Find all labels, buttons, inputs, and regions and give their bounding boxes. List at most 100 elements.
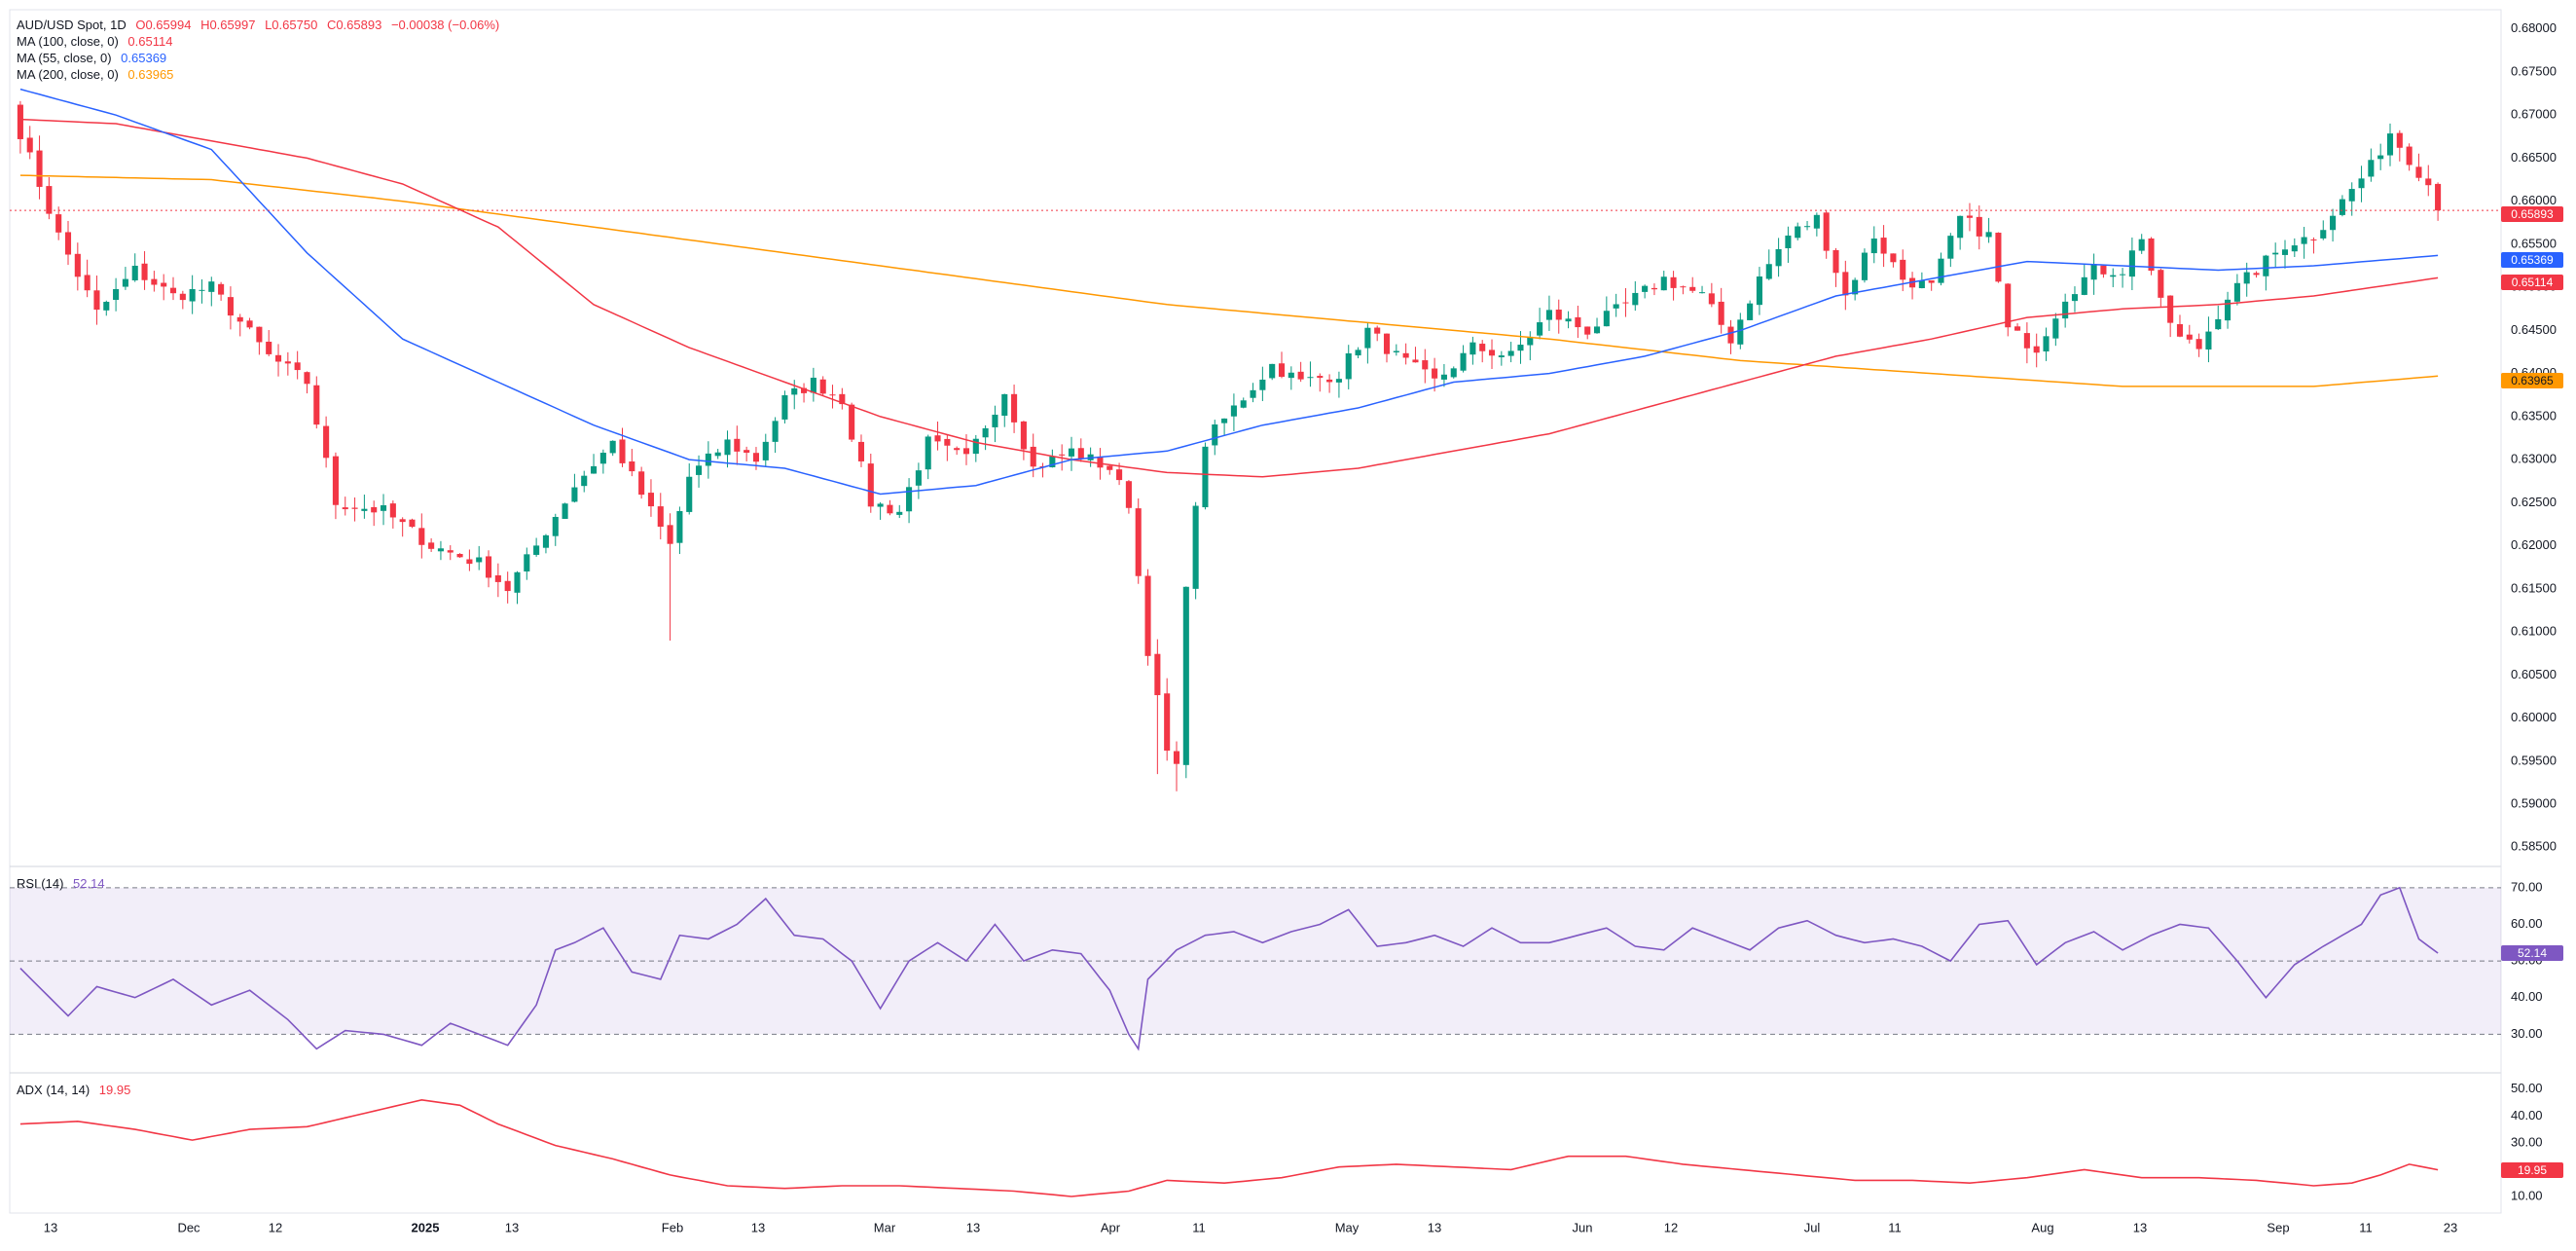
candle-body — [1995, 233, 2002, 282]
candle-body — [399, 519, 406, 523]
candle-body — [1269, 363, 1276, 379]
time-axis-tick-21: 23 — [2444, 1220, 2457, 1234]
candle-body — [1727, 326, 1734, 344]
candle-body — [781, 395, 788, 420]
candle-body — [64, 232, 72, 255]
candle-body — [791, 387, 798, 395]
candle-body — [915, 470, 922, 486]
candle-body — [2128, 250, 2135, 277]
candle-body — [772, 421, 779, 442]
candle-body — [1852, 279, 1859, 295]
time-axis-tick-2: 12 — [269, 1220, 282, 1234]
candle-body — [638, 471, 645, 496]
low-value: L0.65750 — [265, 18, 318, 32]
candle-body — [1317, 376, 1324, 379]
candle-body — [829, 394, 836, 396]
candle-body — [1632, 292, 1639, 306]
candle-body — [925, 436, 931, 470]
candle-body — [351, 507, 358, 509]
time-axis-tick-12: 13 — [1428, 1220, 1441, 1234]
adx-tag: 19.95 — [2501, 1162, 2563, 1178]
candle-body — [1507, 350, 1514, 356]
candle-body — [1020, 421, 1027, 450]
candle-body — [1460, 352, 1467, 371]
candle-body — [1240, 400, 1247, 408]
candle-body — [1364, 327, 1371, 349]
ma100-line — [19, 118, 2439, 478]
symbol-name: AUD/USD Spot, 1D — [17, 18, 127, 32]
candle-body — [944, 438, 951, 446]
candle-body — [1832, 249, 1839, 274]
candle-body — [1555, 310, 1562, 320]
candle-body — [1842, 272, 1849, 296]
rsi-legend[interactable]: RSI (14) 52.14 — [17, 875, 111, 892]
candle-body — [179, 293, 186, 301]
adx-legend[interactable]: ADX (14, 14) 19.95 — [17, 1082, 136, 1098]
candle-body — [1412, 359, 1419, 363]
candle-body — [1297, 371, 1304, 380]
candle-body — [2253, 273, 2260, 276]
price-axis-tick-1: 0.67500 — [2511, 63, 2557, 78]
candle-body — [17, 104, 23, 139]
price-axis-tick-7: 0.64500 — [2511, 322, 2557, 337]
adx-axis-tick-1: 40.00 — [2511, 1108, 2543, 1122]
candle-body — [1488, 350, 1496, 356]
ma100-legend[interactable]: MA (100, close, 0) 0.65114 — [17, 33, 178, 50]
candle-body — [1947, 236, 1954, 259]
candle-body — [323, 425, 330, 459]
candle-body — [1154, 653, 1161, 696]
candle-body — [227, 297, 234, 316]
candle-body — [2348, 189, 2355, 202]
ma200-legend[interactable]: MA (200, close, 0) 0.63965 — [17, 66, 179, 83]
ma200-legend-value: 0.63965 — [127, 67, 174, 82]
candle-body — [581, 475, 588, 487]
candle-body — [141, 263, 148, 280]
candle-body — [1747, 303, 1754, 320]
time-axis-tick-0: 13 — [44, 1220, 57, 1234]
candle-body — [609, 440, 616, 454]
candle-body — [542, 534, 549, 548]
candle-body — [1469, 342, 1476, 355]
price-axis-tick-12: 0.62000 — [2511, 537, 2557, 552]
ma55-legend[interactable]: MA (55, close, 0) 0.65369 — [17, 50, 172, 66]
candle-body — [2014, 326, 2021, 331]
candle-body — [1575, 316, 1581, 328]
candle-body — [1374, 327, 1381, 334]
time-axis-tick-20: 11 — [2359, 1220, 2373, 1234]
candle-body — [2186, 334, 2193, 340]
candle-body — [2043, 336, 2050, 351]
change-value: −0.00038 (−0.06%) — [390, 18, 500, 32]
candle-body — [485, 556, 492, 578]
candle-body — [629, 460, 635, 472]
candle-body — [122, 278, 128, 287]
time-axis-tick-6: 13 — [751, 1220, 765, 1234]
candle-body — [2272, 252, 2279, 255]
candle-body — [896, 511, 903, 515]
candle-body — [1957, 215, 1964, 239]
price-axis-tick-10: 0.63000 — [2511, 452, 2557, 466]
candle-body — [571, 487, 578, 502]
candle-body — [2033, 346, 2040, 353]
candle-body — [428, 542, 435, 549]
candle-body — [266, 341, 272, 354]
candle-body — [1861, 252, 1869, 280]
candle-body — [1116, 469, 1123, 481]
rsi-axis-tick-3: 40.00 — [2511, 989, 2543, 1004]
candle-body — [1545, 310, 1552, 320]
candle-body — [2396, 132, 2403, 148]
time-axis-tick-18: 13 — [2133, 1220, 2147, 1234]
candle-body — [1765, 264, 1772, 279]
adx-axis-tick-2: 30.00 — [2511, 1134, 2543, 1149]
candle-body — [208, 281, 215, 292]
ma55-legend-value: 0.65369 — [121, 51, 167, 65]
candle-body — [169, 287, 177, 294]
candle-body — [1107, 465, 1113, 470]
candle-body — [992, 414, 998, 427]
candle-body — [2435, 183, 2442, 211]
candle-body — [1479, 344, 1486, 351]
time-axis-tick-8: 13 — [966, 1220, 980, 1234]
rsi-legend-value: 52.14 — [73, 876, 105, 891]
ma200-tag: 0.63965 — [2501, 373, 2563, 388]
candle-body — [1011, 393, 1018, 423]
